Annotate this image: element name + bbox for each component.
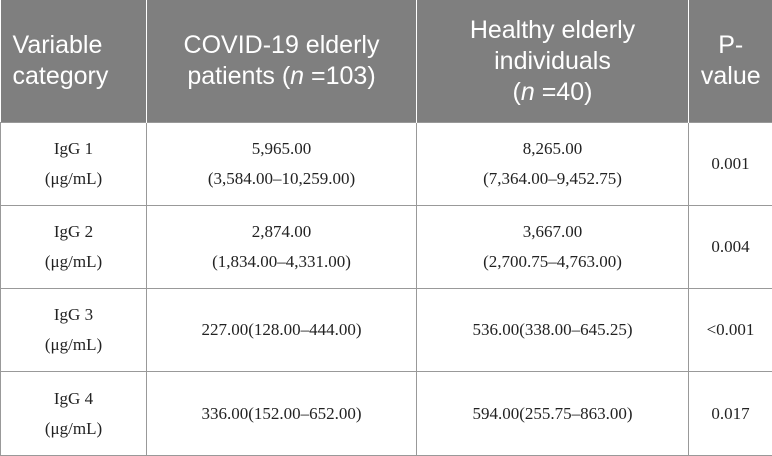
- cell-covid-value: 336.00(152.00–652.00): [146, 371, 417, 456]
- cell-healthy-value: 3,667.00 (2,700.75–4,763.00): [416, 205, 689, 289]
- cell-covid-value: 227.00(128.00–444.00): [146, 288, 417, 372]
- cell-variable: IgG 3 (μg/mL): [0, 288, 147, 372]
- table-row: IgG 3 (μg/mL) 227.00(128.00–444.00) 536.0…: [0, 288, 772, 372]
- cell-p-value: 0.001: [688, 122, 772, 206]
- cell-p-value: <0.001: [688, 288, 772, 372]
- cell-variable: IgG 1 (μg/mL): [0, 122, 147, 206]
- header-healthy-individuals: Healthy elderly individuals (n =40): [416, 0, 689, 123]
- table-row: IgG 4 (μg/mL) 336.00(152.00–652.00) 594.0…: [0, 371, 772, 456]
- cell-covid-value: 2,874.00 (1,834.00–4,331.00): [146, 205, 417, 289]
- header-variable-category: Variable category: [0, 0, 147, 123]
- table-row: IgG 1 (μg/mL) 5,965.00 (3,584.00–10,259.00…: [0, 122, 772, 206]
- cell-covid-value: 5,965.00 (3,584.00–10,259.00): [146, 122, 417, 206]
- cell-healthy-value: 594.00(255.75–863.00): [416, 371, 689, 456]
- cell-healthy-value: 536.00(338.00–645.25): [416, 288, 689, 372]
- header-row: Variable category COVID-19 elderly patie…: [0, 0, 772, 123]
- cell-healthy-value: 8,265.00 (7,364.00–9,452.75): [416, 122, 689, 206]
- cell-p-value: 0.017: [688, 371, 772, 456]
- cell-variable: IgG 4 (μg/mL): [0, 371, 147, 456]
- cell-variable: IgG 2 (μg/mL): [0, 205, 147, 289]
- cell-p-value: 0.004: [688, 205, 772, 289]
- table-row: IgG 2 (μg/mL) 2,874.00 (1,834.00–4,331.00)…: [0, 205, 772, 289]
- header-p-value: P- value: [688, 0, 772, 123]
- header-covid-patients: COVID-19 elderly patients (n =103): [146, 0, 417, 123]
